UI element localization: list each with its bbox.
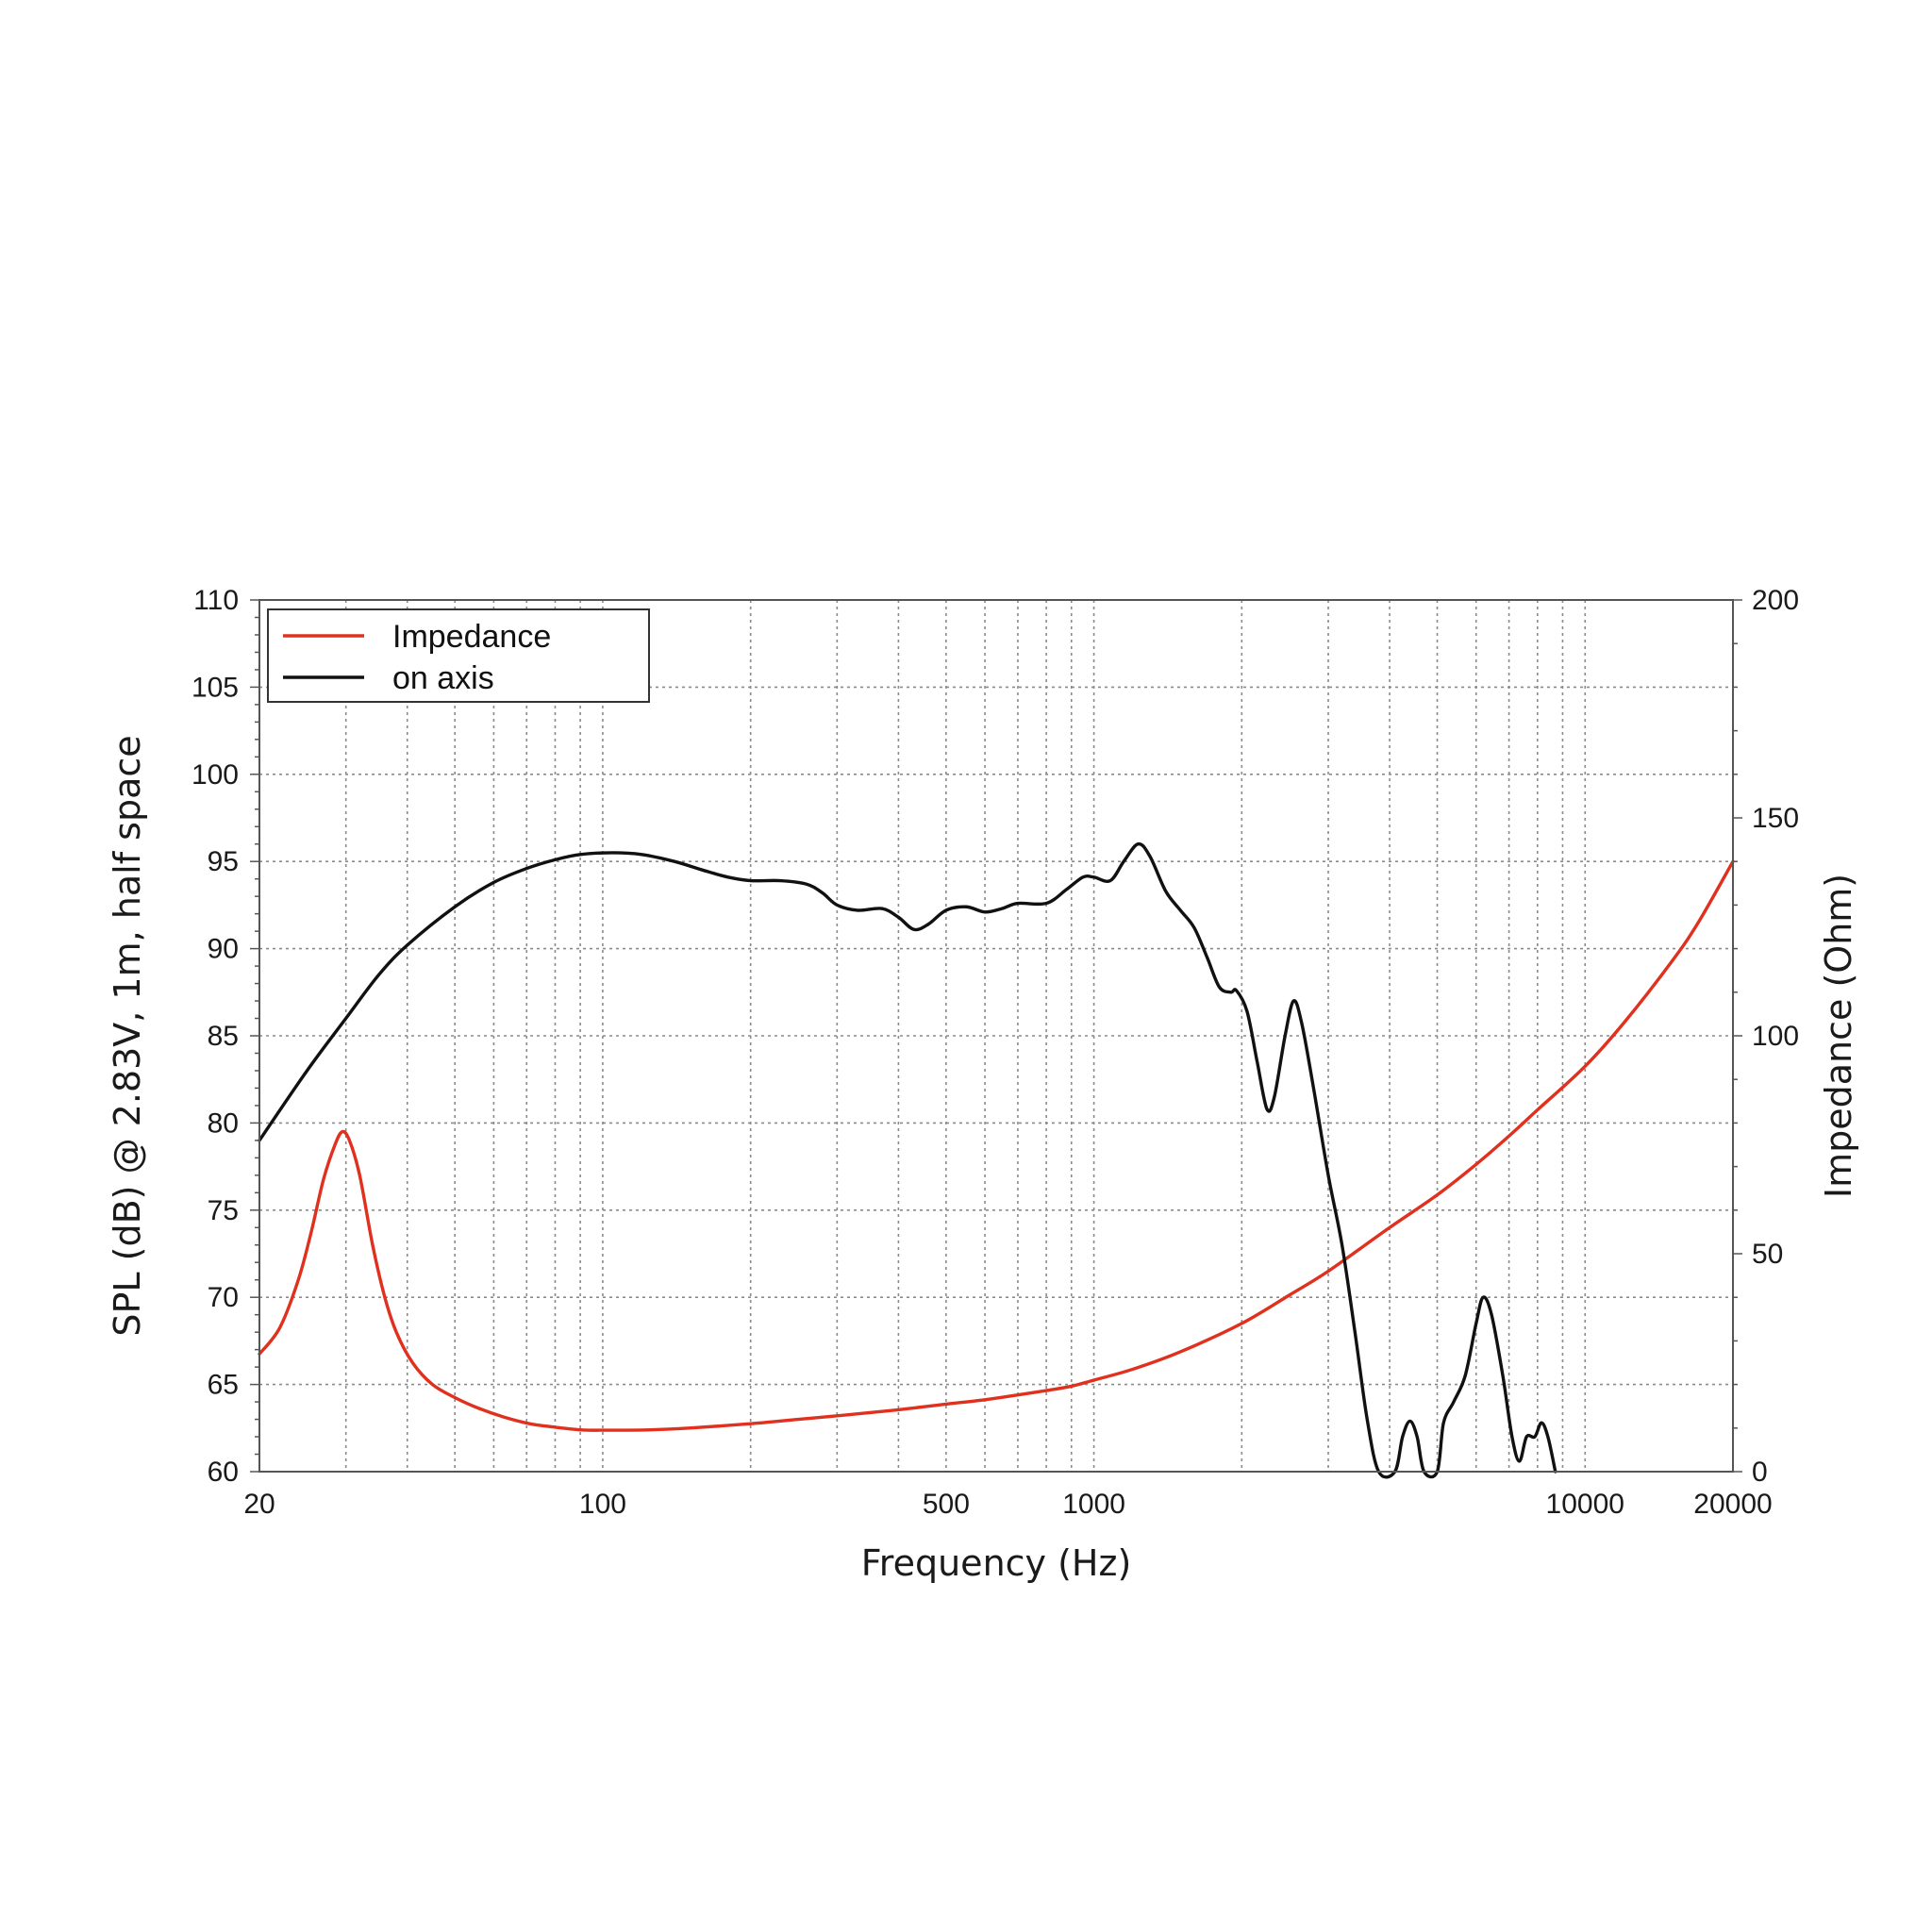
legend: Impedance on axis [267, 608, 650, 703]
tick-labels: 60 65 70 75 80 85 90 95 100 105 110 0 50 100 150 200 20 1… [192, 585, 1799, 1520]
x-tick-label: 500 [923, 1489, 970, 1520]
y2-axis-title: Impedance (Ohm) [1818, 874, 1859, 1198]
y-tick-label: 60 [208, 1457, 239, 1488]
y-tick-label: 95 [208, 846, 239, 877]
x-tick-label: 1000 [1062, 1489, 1125, 1520]
minor-ticks [250, 599, 1742, 1473]
grid-lines [259, 600, 1733, 1472]
y-tick-label: 90 [208, 934, 239, 965]
series-line-impedance [258, 859, 1735, 1432]
y-tick-label: 80 [208, 1108, 239, 1139]
y2-tick-label: 150 [1752, 803, 1799, 834]
plot-frame [258, 599, 1734, 1473]
y-tick-label: 85 [208, 1021, 239, 1052]
x-tick-label: 20000 [1693, 1489, 1772, 1520]
y2-tick-label: 200 [1752, 585, 1799, 616]
y2-tick-label: 100 [1752, 1021, 1799, 1052]
series-layer [258, 841, 1735, 1479]
y-tick-label: 105 [192, 672, 239, 703]
y2-tick-label: 0 [1752, 1457, 1768, 1488]
y-tick-label: 100 [192, 759, 239, 791]
y-tick-label: 75 [208, 1195, 239, 1226]
x-axis-title: Frequency (Hz) [861, 1542, 1132, 1584]
y2-tick-label: 50 [1752, 1239, 1783, 1270]
y-axis-title: SPL (dB) @ 2.83V, 1m, half space [107, 735, 148, 1336]
series-line-on-axis [258, 841, 1557, 1479]
x-tick-label: 20 [243, 1489, 275, 1520]
legend-label-impedance: Impedance [392, 619, 551, 655]
legend-label-on-axis: on axis [392, 660, 494, 696]
x-tick-label: 100 [579, 1489, 626, 1520]
legend-box [267, 608, 650, 703]
y-tick-label: 70 [208, 1282, 239, 1313]
y-tick-label: 110 [193, 585, 239, 616]
y-tick-label: 65 [208, 1370, 239, 1401]
x-tick-label: 10000 [1546, 1489, 1624, 1520]
